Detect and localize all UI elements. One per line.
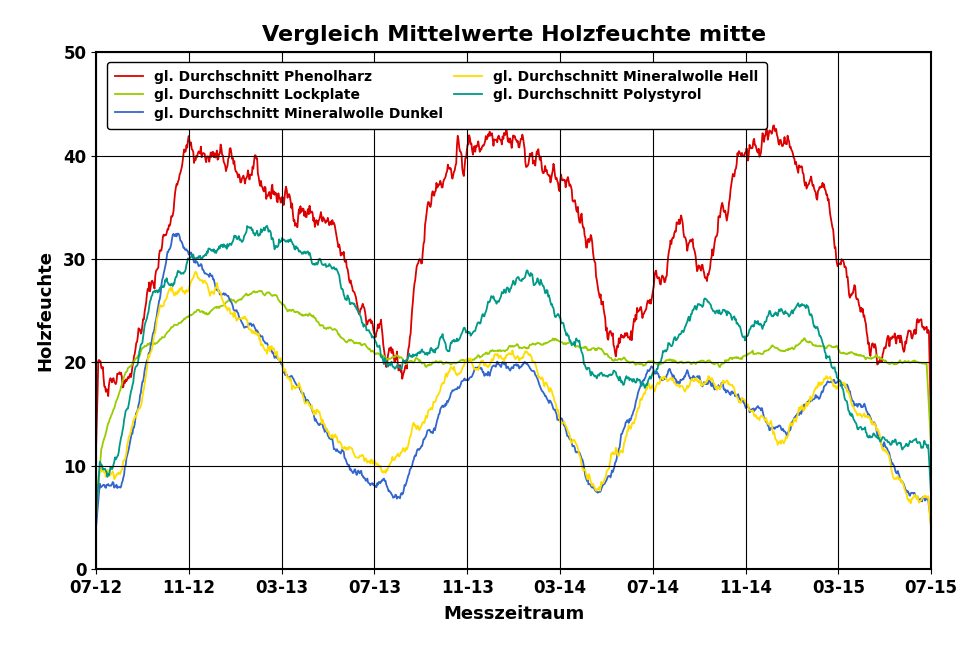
Legend: gl. Durchschnitt Phenolharz, gl. Durchschnitt Lockplate, gl. Durchschnitt Minera: gl. Durchschnitt Phenolharz, gl. Durchsc… xyxy=(108,62,767,129)
Y-axis label: Holzfeuchte: Holzfeuchte xyxy=(36,250,55,371)
X-axis label: Messzeitraum: Messzeitraum xyxy=(443,605,585,623)
Title: Vergleich Mittelwerte Holzfeuchte mitte: Vergleich Mittelwerte Holzfeuchte mitte xyxy=(261,26,766,45)
